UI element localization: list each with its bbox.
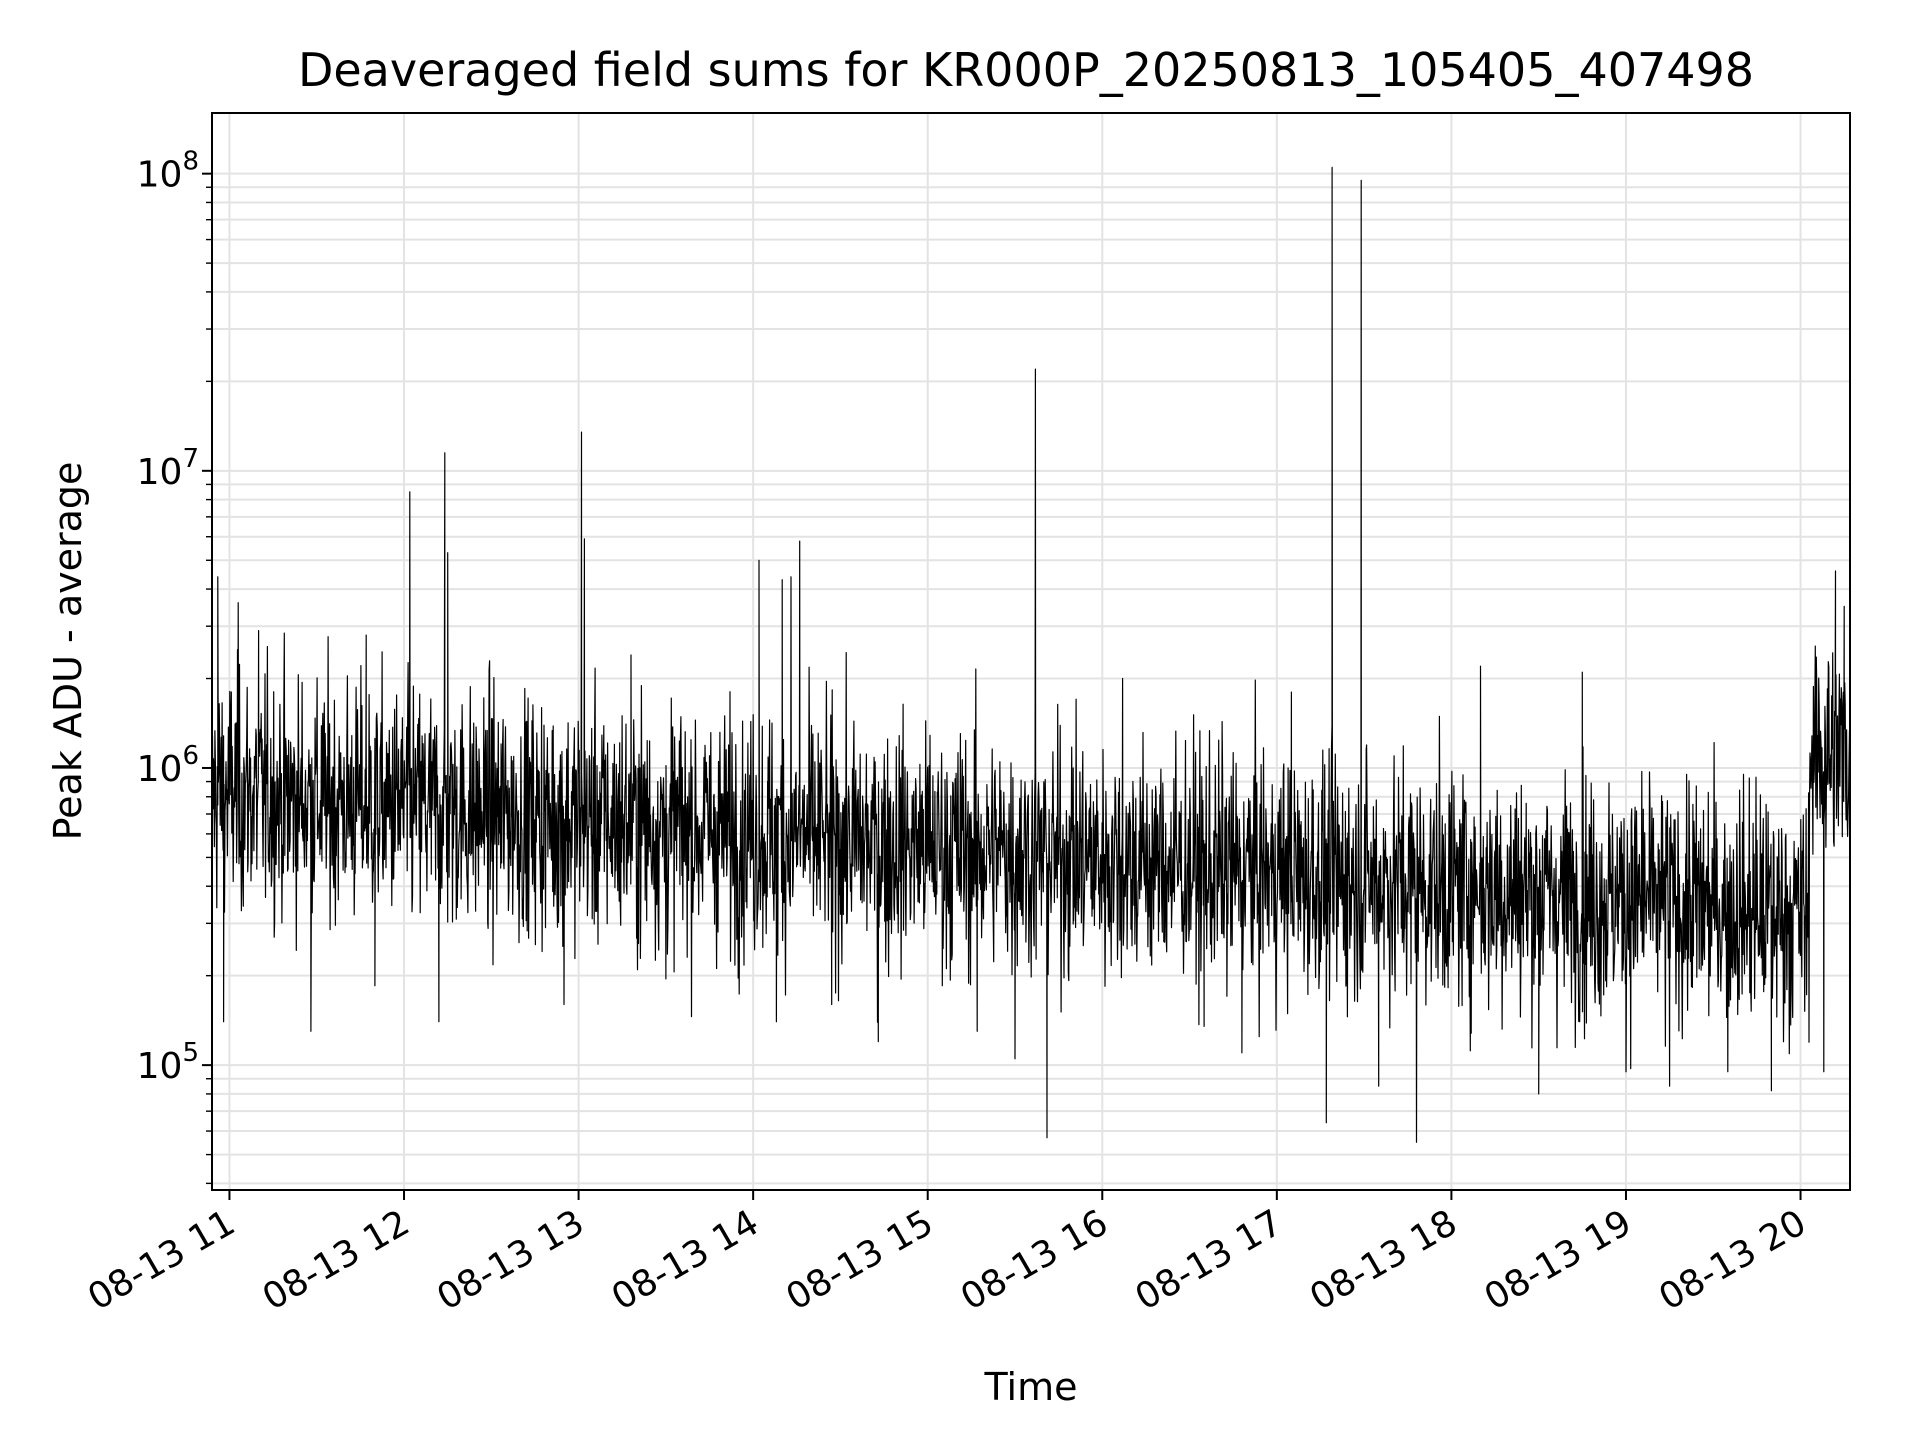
x-tick-label: 08-13 11 (81, 1202, 242, 1318)
x-tick-label: 08-13 17 (1129, 1202, 1290, 1318)
y-axis-label: Peak ADU - average (46, 462, 90, 841)
x-tick-label: 08-13 13 (430, 1202, 591, 1318)
y-tick-label: 107 (137, 444, 199, 493)
y-tick-label: 106 (137, 741, 199, 790)
x-tick-label: 08-13 20 (1652, 1202, 1813, 1318)
x-tick-label: 08-13 18 (1303, 1202, 1464, 1318)
x-tick-label: 08-13 12 (256, 1202, 417, 1318)
y-tick-label: 105 (137, 1038, 199, 1087)
chart-title: Deaveraged field sums for KR000P_2025081… (298, 43, 1754, 97)
x-axis: 08-13 11 08-13 12 08-13 13 08-13 14 08-13 15… (81, 1190, 1813, 1319)
x-tick-label: 08-13 19 (1478, 1202, 1639, 1318)
x-tick-label: 08-13 16 (954, 1202, 1115, 1318)
x-tick-label: 08-13 14 (605, 1202, 766, 1318)
plot-area (211, 112, 1851, 1191)
y-tick-label: 108 (137, 147, 199, 196)
x-tick-label: 08-13 15 (780, 1202, 941, 1318)
series-line (211, 166, 1851, 1143)
grid-lines (212, 113, 1850, 1190)
y-axis: 105 106 107 108 (137, 147, 212, 1185)
x-axis-label: Time (984, 1365, 1078, 1409)
